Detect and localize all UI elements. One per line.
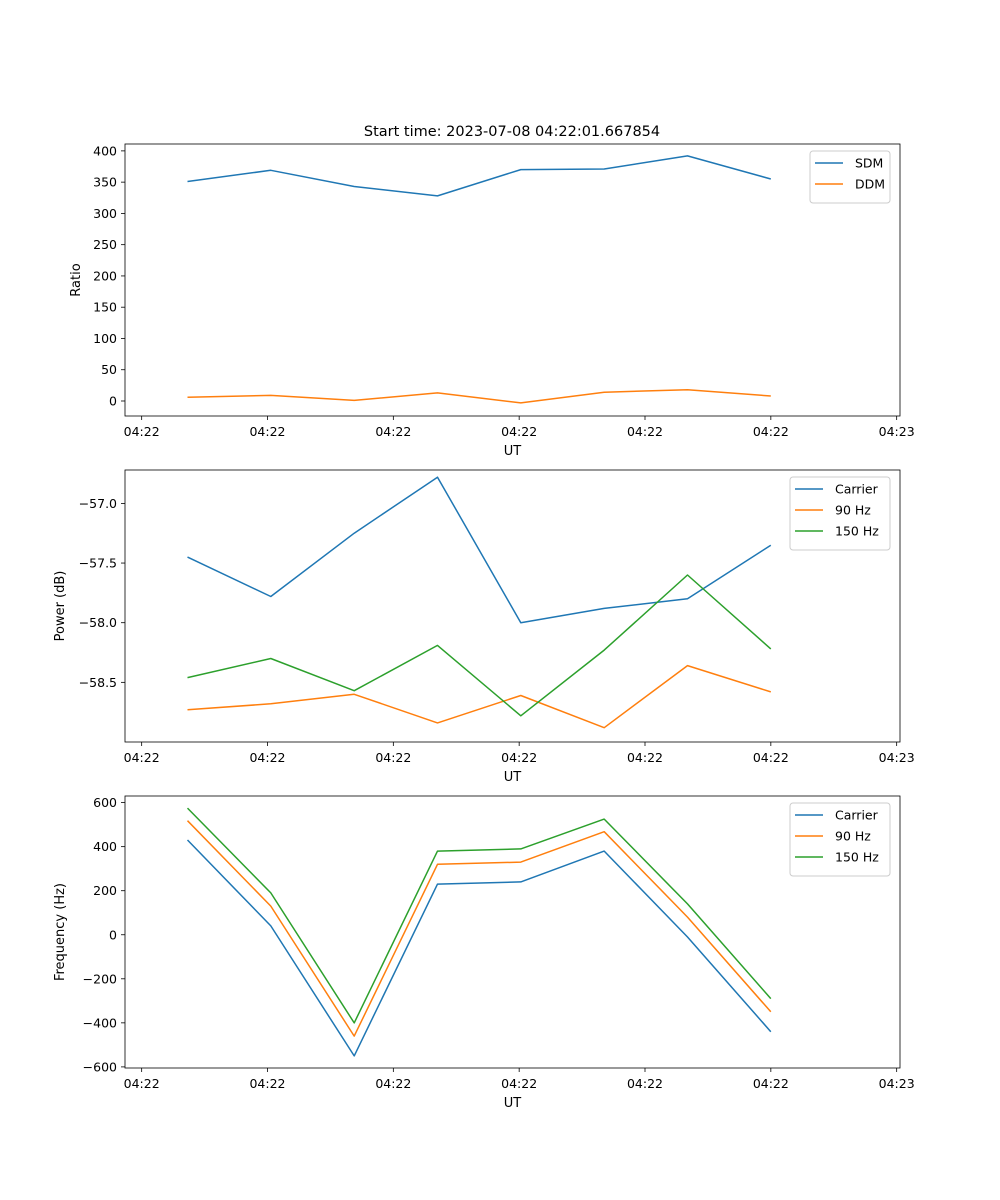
legend-label-ddm: DDM <box>855 177 885 192</box>
y-tick-label: 50 <box>101 362 117 377</box>
series-line-ddm <box>187 388 771 404</box>
legend-label-150-hz: 150 Hz <box>835 850 879 865</box>
series-line-90-hz <box>186 820 772 1037</box>
x-tick-label: 04:22 <box>124 424 160 439</box>
x-tick-label: 04:22 <box>627 1076 663 1091</box>
y-tick-label: 300 <box>93 206 117 221</box>
x-tick-label: 04:22 <box>753 750 789 765</box>
x-tick-label: 04:22 <box>375 424 411 439</box>
series-line-carrier <box>187 476 772 624</box>
y-tick-label: 600 <box>93 795 117 810</box>
y-tick-label: −57.0 <box>79 496 117 511</box>
y-tick-label: −600 <box>83 1059 117 1074</box>
series-line-sdm <box>187 155 772 197</box>
x-axis-label: UT <box>504 770 522 785</box>
y-tick-label: 200 <box>93 268 117 283</box>
y-axis-label: Frequency (Hz) <box>53 883 68 981</box>
legend-box <box>809 150 891 204</box>
y-tick-label: 400 <box>93 143 117 158</box>
x-tick-label: 04:22 <box>753 1076 789 1091</box>
y-tick-label: −400 <box>83 1015 117 1030</box>
y-tick-label: 350 <box>93 175 117 190</box>
y-tick-label: 0 <box>109 927 117 942</box>
x-tick-label: 04:22 <box>124 1076 160 1091</box>
x-tick-label: 04:22 <box>501 1076 537 1091</box>
plot-area <box>187 476 772 729</box>
y-tick-label: 250 <box>93 237 117 252</box>
y-axis-label: Power (dB) <box>53 571 68 642</box>
y-tick-label: 100 <box>93 331 117 346</box>
x-tick-label: 04:22 <box>375 1076 411 1091</box>
plot-area <box>186 807 772 1057</box>
y-tick-label: −58.0 <box>79 615 117 630</box>
y-tick-label: −57.5 <box>79 556 117 571</box>
legend-label-90-hz: 90 Hz <box>835 503 871 518</box>
x-tick-label: 04:22 <box>375 750 411 765</box>
series-line-150-hz <box>186 807 772 1024</box>
series-line-carrier <box>186 839 772 1057</box>
x-tick-label: 04:22 <box>249 424 285 439</box>
legend-label-90-hz: 90 Hz <box>835 829 871 844</box>
axes-frame <box>124 143 901 417</box>
subplot-2: 04:22 04:22 04:22 04:22 04:22 04:22 04:23 UT −58… <box>53 469 915 785</box>
x-tick-label: 04:22 <box>753 424 789 439</box>
y-tick-label: 150 <box>93 300 117 315</box>
legend: SDM DDM <box>809 150 891 204</box>
x-tick-label: 04:22 <box>627 424 663 439</box>
figure-title: Start time: 2023-07-08 04:22:01.667854 <box>364 124 660 140</box>
x-tick-label: 04:23 <box>879 424 915 439</box>
legend-label-carrier: Carrier <box>835 482 879 497</box>
series-line-90-hz <box>187 664 772 729</box>
y-tick-label: −58.5 <box>79 675 117 690</box>
x-tick-label: 04:23 <box>879 750 915 765</box>
x-tick-label: 04:22 <box>124 750 160 765</box>
y-tick-label: 400 <box>93 839 117 854</box>
subplot-3: 04:22 04:22 04:22 04:22 04:22 04:22 04:23 UT −60… <box>53 795 915 1111</box>
y-tick-label: 0 <box>109 393 117 408</box>
x-tick-label: 04:23 <box>879 1076 915 1091</box>
legend: Carrier 90 Hz 150 Hz <box>789 802 891 877</box>
legend-label-150-hz: 150 Hz <box>835 524 879 539</box>
plot-area <box>187 155 772 404</box>
axes-frame <box>124 795 901 1069</box>
y-tick-label: 200 <box>93 883 117 898</box>
x-axis-label: UT <box>504 444 522 459</box>
series-line-150-hz <box>187 574 772 717</box>
y-axis-label: Ratio <box>69 263 84 296</box>
legend-label-carrier: Carrier <box>835 808 879 823</box>
x-tick-label: 04:22 <box>627 750 663 765</box>
x-tick-label: 04:22 <box>249 1076 285 1091</box>
axes-frame <box>124 469 901 743</box>
legend-label-sdm: SDM <box>855 156 883 171</box>
x-tick-label: 04:22 <box>501 750 537 765</box>
x-axis-label: UT <box>504 1096 522 1111</box>
y-tick-label: −200 <box>83 971 117 986</box>
x-tick-label: 04:22 <box>249 750 285 765</box>
legend: Carrier 90 Hz 150 Hz <box>789 476 891 551</box>
plots: 04:22 04:22 04:22 04:22 04:22 04:22 04:23 UT 0 50… <box>53 143 915 1111</box>
subplot-1: 04:22 04:22 04:22 04:22 04:22 04:22 04:23 UT 0 50… <box>69 143 915 459</box>
x-tick-label: 04:22 <box>501 424 537 439</box>
